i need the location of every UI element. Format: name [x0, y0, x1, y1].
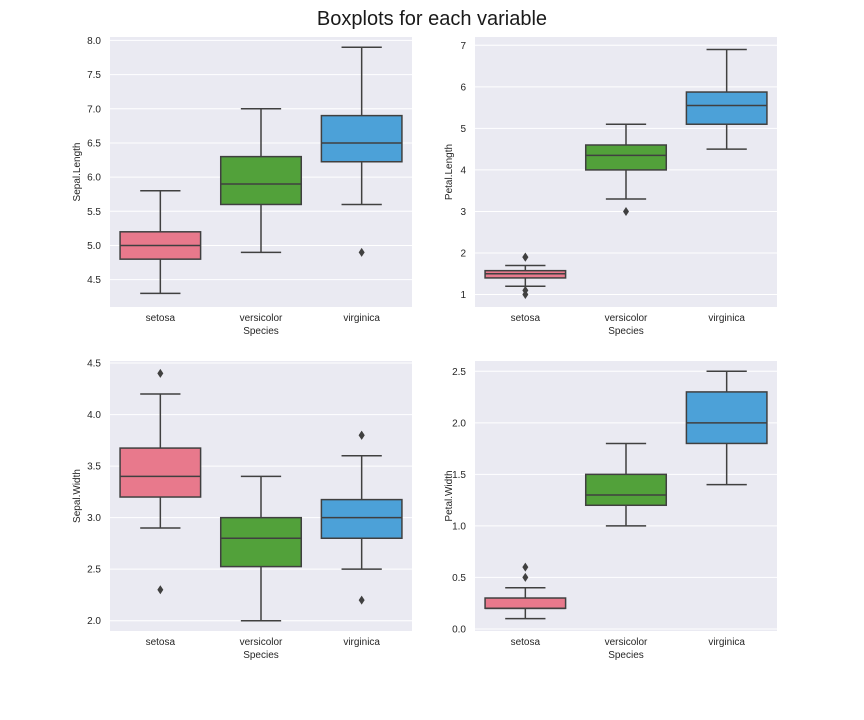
x-axis-label: Species	[243, 326, 279, 337]
y-tick-label: 3.5	[87, 462, 101, 473]
petal-length-boxplot: 1 2 3 4 5 6 7 setosa versicolor virginica Species P…	[444, 37, 777, 337]
x-axis-label: Species	[608, 650, 644, 661]
y-axis-label: Sepal.Length	[72, 143, 83, 202]
y-tick-label: 1.0	[452, 521, 466, 532]
outlier-point	[623, 206, 629, 216]
x-tick-label: setosa	[511, 637, 541, 648]
sepal-length-boxplot: 4.5 5.0 5.5 6.0 6.5 7.0 7.5 8.0 setosa versicolor…	[72, 36, 412, 337]
outlier-point	[358, 247, 365, 257]
petal-width-boxplot: 0.0 0.5 1.0 1.5 2.0 2.5 setosa versicolor virgin…	[444, 361, 777, 661]
y-axis-label: Petal.Length	[444, 144, 455, 200]
box-virginica	[685, 48, 768, 150]
iqr-box	[320, 114, 403, 163]
y-tick-label: 0.5	[452, 573, 466, 584]
y-tick-label: 0.0	[452, 624, 466, 635]
y-tick-label: 3.0	[87, 513, 101, 524]
iqr-box	[219, 155, 303, 206]
y-axis-label: Petal.Width	[444, 470, 455, 521]
x-tick-label: setosa	[146, 637, 176, 648]
box-versicolor	[219, 108, 303, 254]
box-setosa	[484, 252, 567, 300]
y-tick-label: 6	[460, 82, 466, 93]
x-axis-label: Species	[608, 326, 644, 337]
outlier-point	[522, 285, 529, 295]
iqr-box	[320, 498, 403, 540]
y-tick-label: 2	[460, 249, 466, 260]
outlier-point	[358, 430, 365, 440]
y-tick-label: 6.0	[87, 173, 101, 184]
box-setosa	[119, 368, 202, 595]
y-tick-label: 4.5	[87, 359, 101, 370]
y-tick-label: 1	[460, 290, 466, 301]
y-tick-label: 8.0	[87, 36, 101, 47]
outlier-point	[522, 562, 529, 572]
x-tick-label: versicolor	[240, 637, 283, 648]
box-virginica	[685, 370, 768, 486]
y-tick-label: 2.5	[87, 565, 101, 576]
outlier-point	[157, 585, 164, 595]
box-virginica	[320, 430, 403, 605]
x-tick-label: virginica	[708, 637, 745, 648]
box-versicolor	[584, 442, 668, 527]
x-tick-label: versicolor	[605, 313, 648, 324]
box-versicolor	[584, 123, 668, 216]
x-axis-label: Species	[243, 650, 279, 661]
y-tick-label: 5.5	[87, 207, 101, 218]
y-tick-label: 4.0	[87, 410, 101, 421]
iqr-box	[685, 391, 768, 445]
box-virginica	[320, 46, 403, 257]
box-setosa	[484, 562, 567, 620]
figure-title: Boxplots for each variable	[316, 8, 548, 30]
iqr-box	[584, 473, 668, 507]
y-tick-label: 4	[460, 165, 466, 176]
sepal-width-boxplot: 2.0 2.5 3.0 3.5 4.0 4.5 setosa versicolor virgin…	[72, 359, 412, 661]
iqr-box	[484, 597, 567, 610]
x-tick-label: setosa	[511, 313, 541, 324]
y-tick-label: 1.5	[452, 470, 466, 481]
x-tick-label: virginica	[343, 313, 380, 324]
outlier-point	[522, 252, 529, 262]
outlier-point	[157, 368, 164, 378]
y-tick-label: 2.5	[452, 367, 466, 378]
x-tick-label: setosa	[146, 313, 176, 324]
box-setosa	[119, 190, 202, 295]
iqr-box	[685, 91, 768, 125]
iqr-box	[119, 447, 202, 498]
y-tick-label: 2.0	[87, 616, 101, 627]
y-tick-label: 5	[460, 124, 466, 135]
x-tick-label: versicolor	[240, 313, 283, 324]
y-tick-label: 6.5	[87, 138, 101, 149]
y-tick-label: 4.5	[87, 275, 101, 286]
iqr-box	[584, 144, 668, 171]
y-tick-label: 5.0	[87, 241, 101, 252]
y-tick-label: 2.0	[452, 418, 466, 429]
x-tick-label: virginica	[343, 637, 380, 648]
x-tick-label: versicolor	[605, 637, 648, 648]
x-tick-label: virginica	[708, 313, 745, 324]
outlier-point	[358, 595, 365, 605]
outlier-point	[522, 572, 529, 582]
iqr-box	[219, 516, 303, 568]
box-versicolor	[219, 475, 303, 622]
y-tick-label: 7.5	[87, 70, 101, 81]
y-tick-label: 3	[460, 207, 466, 218]
y-tick-label: 7.0	[87, 104, 101, 115]
y-tick-label: 7	[460, 41, 466, 52]
y-axis-label: Sepal.Width	[72, 469, 83, 523]
